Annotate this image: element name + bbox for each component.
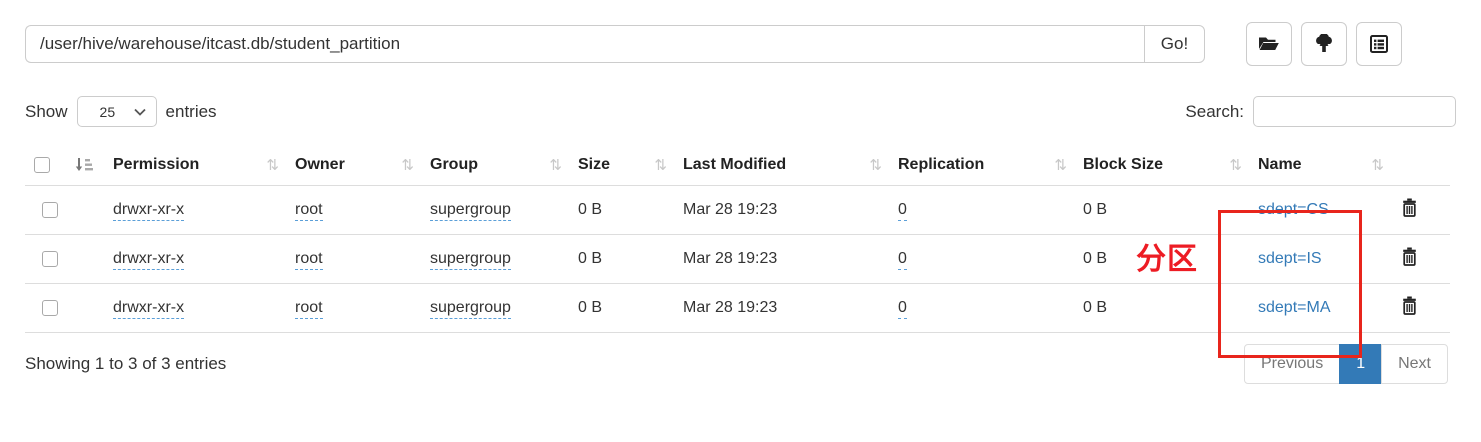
directory-link[interactable]: sdept=IS: [1258, 250, 1322, 267]
block-size-value: 0 B: [1083, 201, 1108, 218]
row-checkbox[interactable]: [42, 250, 58, 267]
entries-label: entries: [165, 101, 217, 121]
col-header-owner[interactable]: Owner ⇅: [287, 145, 422, 186]
select-all-header: [25, 145, 67, 186]
size-value: 0 B: [578, 201, 603, 218]
cloud-upload-icon: [1313, 34, 1335, 54]
last-modified-value: Mar 28 19:23: [683, 201, 778, 218]
trash-icon: [1400, 295, 1419, 316]
group-value[interactable]: supergroup: [430, 201, 511, 221]
owner-value[interactable]: root: [295, 250, 323, 270]
table-header-row: Permission ⇅ Owner ⇅ Group ⇅ Size ⇅ Last Mod…: [25, 145, 1450, 186]
sort-amount-desc-icon: [75, 157, 97, 173]
replication-value[interactable]: 0: [898, 250, 907, 270]
trash-icon: [1400, 197, 1419, 218]
sort-icon: ⇅: [266, 157, 279, 174]
directory-link[interactable]: sdept=MA: [1258, 299, 1331, 316]
table-row: drwxr-xr-x root supergroup 0 B Mar 28 19…: [25, 234, 1450, 284]
go-button[interactable]: Go!: [1144, 25, 1205, 63]
table-footer: Showing 1 to 3 of 3 entries Previous 1 N…: [25, 344, 1456, 384]
block-size-value: 0 B: [1083, 250, 1108, 267]
folder-open-icon: [1258, 35, 1280, 53]
empty-cell: [67, 234, 105, 284]
path-input[interactable]: [25, 25, 1144, 63]
pagination-previous[interactable]: Previous: [1243, 344, 1341, 384]
row-checkbox[interactable]: [42, 299, 58, 316]
trash-icon: [1400, 246, 1419, 267]
delete-button[interactable]: [1400, 197, 1419, 218]
pagination-next[interactable]: Next: [1381, 344, 1448, 384]
hdfs-browser-page: Go!: [0, 22, 1481, 384]
entries-summary: Showing 1 to 3 of 3 entries: [25, 354, 227, 373]
permission-value[interactable]: drwxr-xr-x: [113, 299, 185, 319]
sort-icon: ⇅: [401, 157, 414, 174]
col-label: Replication: [898, 156, 985, 173]
size-value: 0 B: [578, 299, 603, 316]
owner-value[interactable]: root: [295, 299, 323, 319]
delete-button[interactable]: [1400, 295, 1419, 316]
page-size-select[interactable]: 25: [76, 96, 157, 127]
col-header-replication[interactable]: Replication ⇅: [890, 145, 1075, 186]
permission-value[interactable]: drwxr-xr-x: [113, 250, 185, 270]
col-header-permission[interactable]: Permission ⇅: [105, 145, 287, 186]
upload-file-button[interactable]: [1301, 22, 1347, 66]
col-label: Name: [1258, 156, 1302, 173]
sort-icon: ⇅: [654, 157, 667, 174]
col-header-actions: [1392, 145, 1450, 186]
search-label: Search:: [1185, 101, 1244, 121]
empty-cell: [67, 283, 105, 333]
col-header-last-modified[interactable]: Last Modified ⇅: [675, 145, 890, 186]
col-label: Group: [430, 156, 478, 173]
col-label: Block Size: [1083, 156, 1164, 173]
create-directory-button[interactable]: [1246, 22, 1292, 66]
legacy-ui-button[interactable]: [1356, 22, 1402, 66]
chevron-down-icon: [133, 108, 146, 116]
pagination-page-1[interactable]: 1: [1339, 344, 1383, 384]
col-label: Permission: [113, 156, 200, 173]
directory-link[interactable]: sdept=CS: [1258, 201, 1329, 218]
col-header-block-size[interactable]: Block Size ⇅: [1075, 145, 1250, 186]
sort-icon: ⇅: [1371, 157, 1384, 174]
sort-icon: ⇅: [1229, 157, 1242, 174]
last-modified-value: Mar 28 19:23: [683, 299, 778, 316]
page-size-value: 25: [99, 103, 116, 120]
path-toolbar: Go!: [25, 22, 1456, 66]
pagination: Previous 1 Next: [1243, 344, 1448, 384]
owner-value[interactable]: root: [295, 201, 323, 221]
col-label: Size: [578, 156, 611, 173]
group-value[interactable]: supergroup: [430, 250, 511, 270]
table-controls: Show 25 entries Search:: [25, 96, 1456, 127]
row-checkbox[interactable]: [42, 201, 58, 218]
sort-icon: ⇅: [549, 157, 562, 174]
col-label: Last Modified: [683, 156, 787, 173]
sort-icon: ⇅: [869, 157, 882, 174]
replication-value[interactable]: 0: [898, 299, 907, 319]
path-input-group: Go!: [25, 25, 1205, 63]
col-header-group[interactable]: Group ⇅: [422, 145, 570, 186]
sort-amount-header[interactable]: [67, 145, 105, 186]
show-label: Show: [25, 101, 68, 121]
col-header-size[interactable]: Size ⇅: [570, 145, 675, 186]
empty-cell: [67, 185, 105, 235]
replication-value[interactable]: 0: [898, 201, 907, 221]
permission-value[interactable]: drwxr-xr-x: [113, 201, 185, 221]
table-row: drwxr-xr-x root supergroup 0 B Mar 28 19…: [25, 185, 1450, 235]
delete-button[interactable]: [1400, 246, 1419, 267]
select-all-checkbox[interactable]: [34, 156, 50, 173]
col-label: Owner: [295, 156, 345, 173]
last-modified-value: Mar 28 19:23: [683, 250, 778, 267]
group-value[interactable]: supergroup: [430, 299, 511, 319]
block-size-value: 0 B: [1083, 299, 1108, 316]
search-input[interactable]: [1253, 96, 1456, 127]
size-value: 0 B: [578, 250, 603, 267]
file-table: Permission ⇅ Owner ⇅ Group ⇅ Size ⇅ Last Mod…: [25, 145, 1450, 333]
col-header-name[interactable]: Name ⇅: [1250, 145, 1392, 186]
sort-icon: ⇅: [1054, 157, 1067, 174]
table-row: drwxr-xr-x root supergroup 0 B Mar 28 19…: [25, 283, 1450, 333]
file-list-icon: [1369, 34, 1389, 54]
